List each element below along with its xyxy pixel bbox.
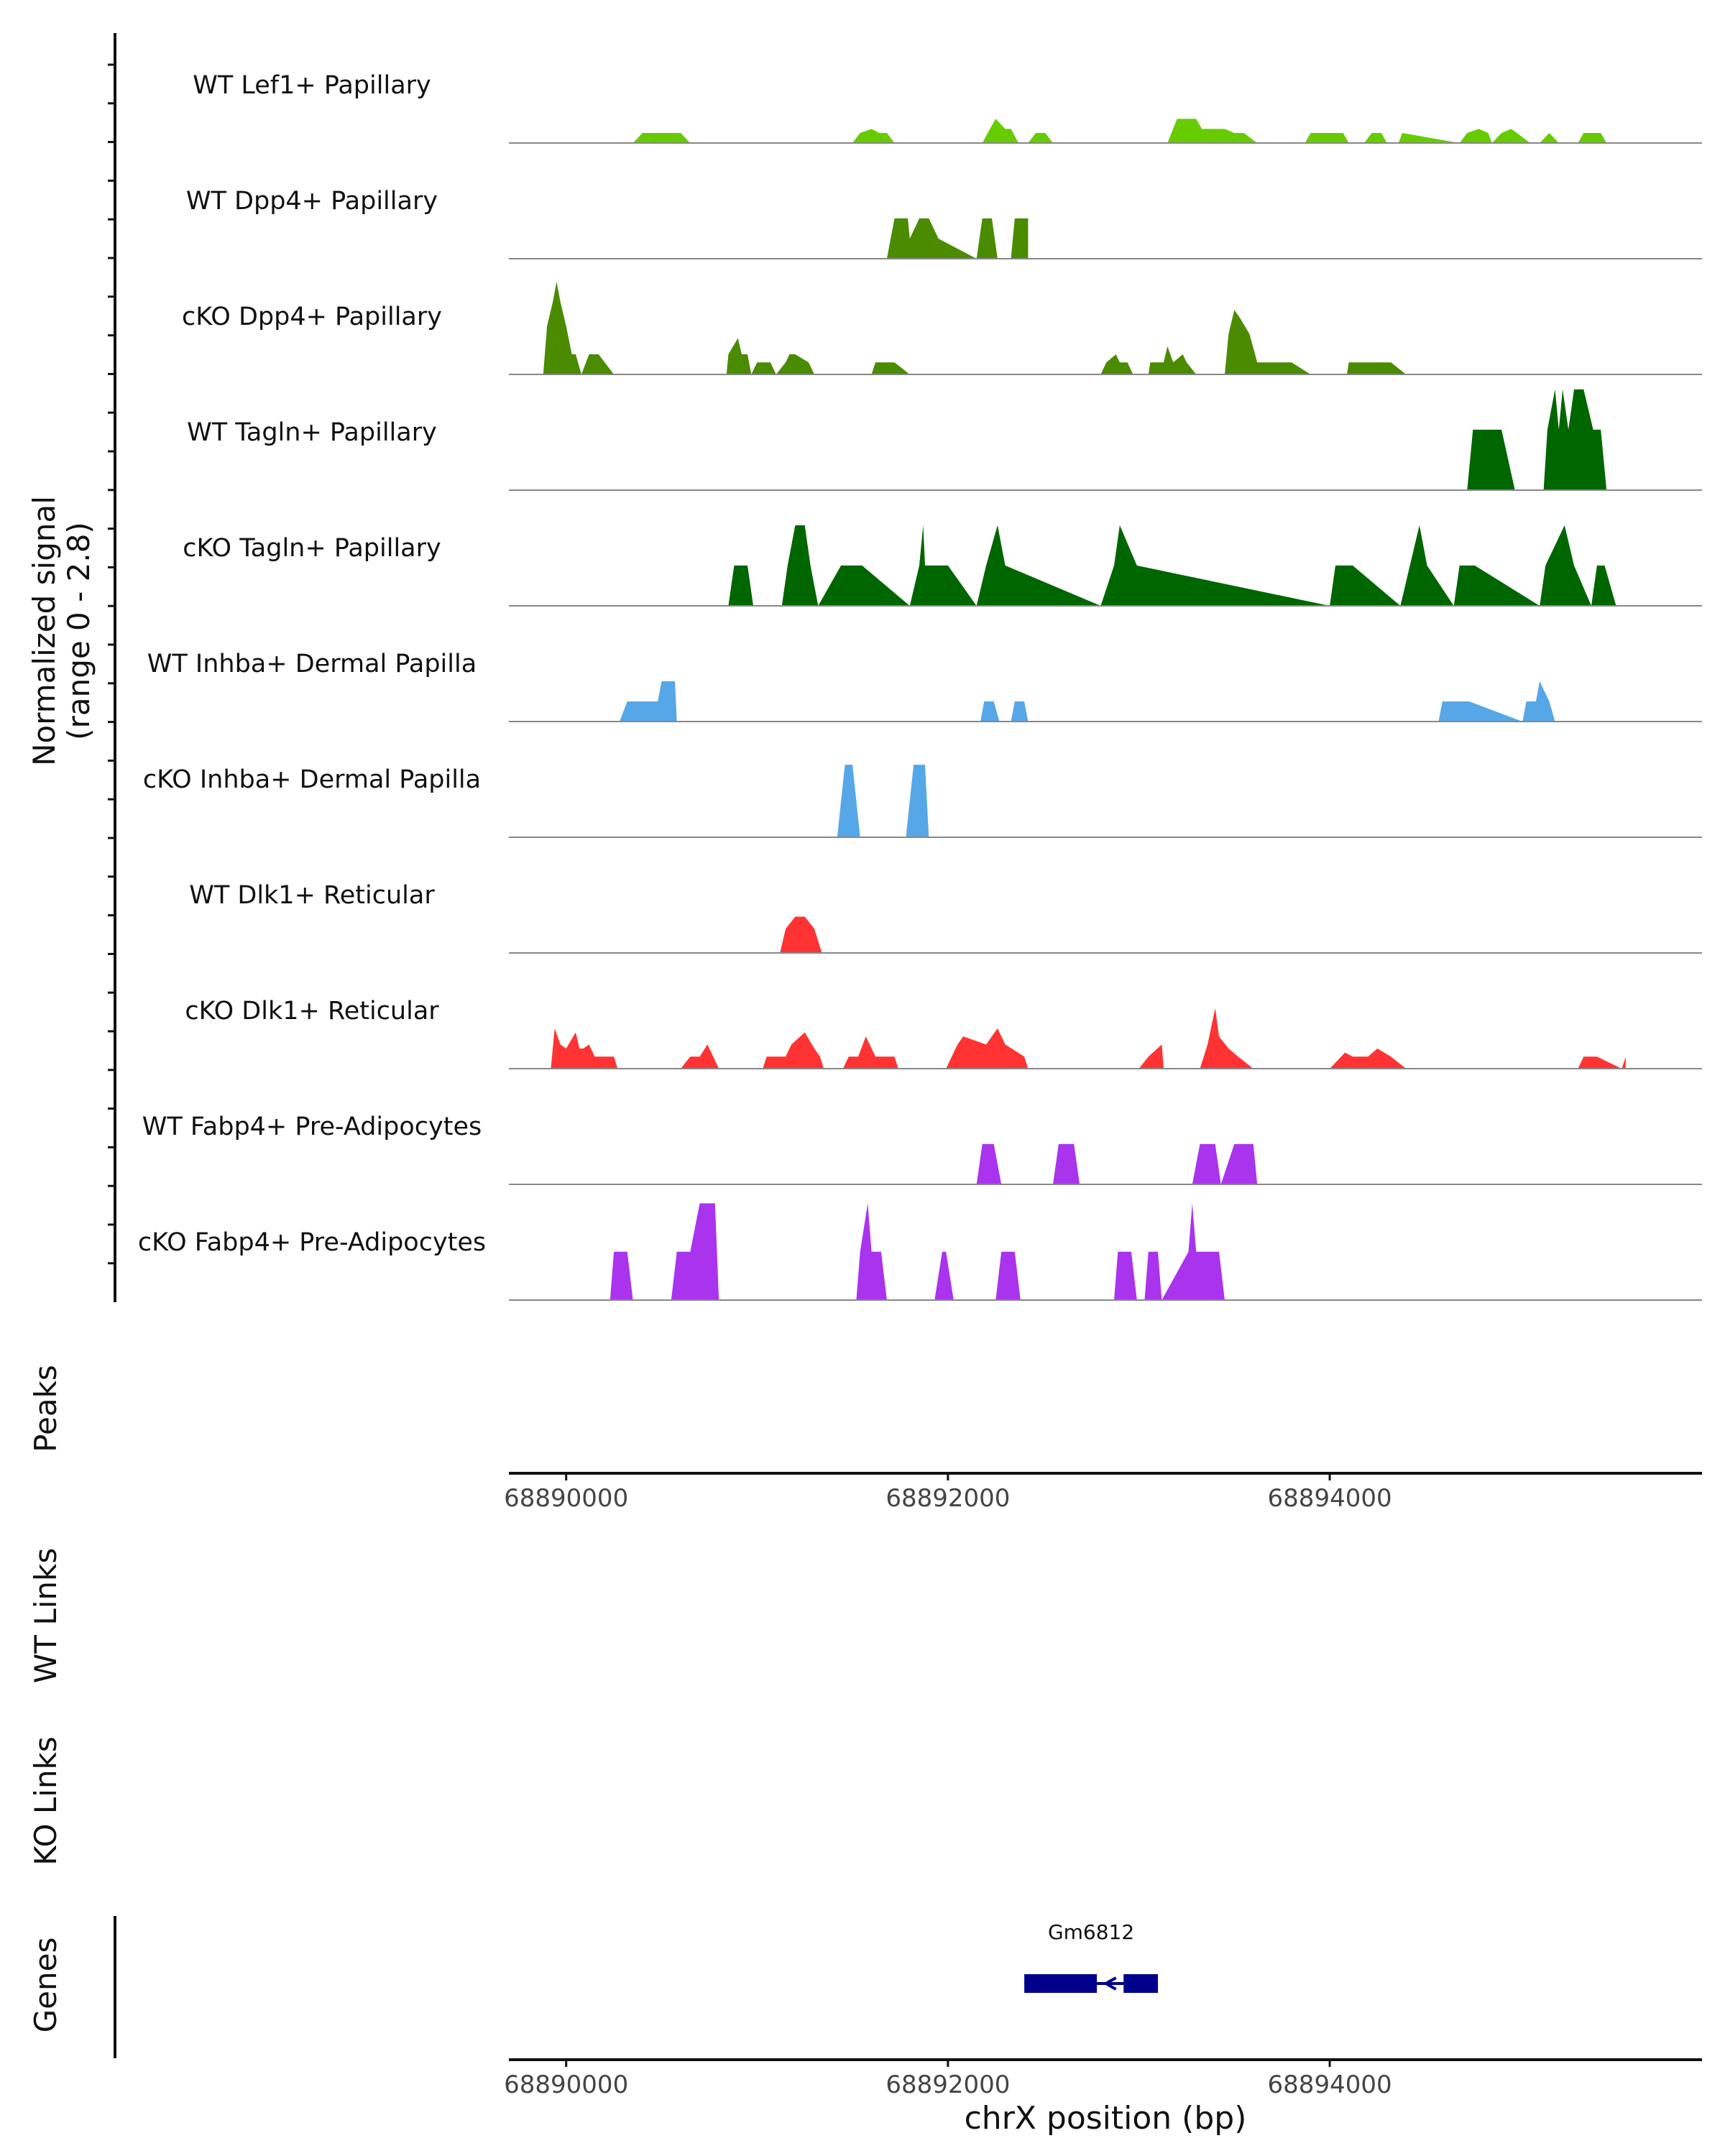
peaks-x-axis-ticks: 68890000 68892000 68894000 <box>504 1473 1392 1513</box>
track-1: WT Dpp4+ Papillary <box>186 187 1702 259</box>
track-label: WT Fabp4+ Pre-Adipocytes <box>142 1112 482 1141</box>
gene-Gm6812: Gm6812 <box>1024 1920 1159 1993</box>
track-3: WT Tagln+ Papillary <box>187 389 1702 491</box>
track-7: WT Dlk1+ Reticular <box>189 881 1702 954</box>
gene-exon <box>1024 1974 1098 1993</box>
track-label: cKO Inhba+ Dermal Papilla <box>143 765 481 794</box>
track-signal-area <box>610 1203 1225 1300</box>
wt-links-label: WT Links <box>28 1548 63 1683</box>
ko-links-label: KO Links <box>28 1736 63 1866</box>
gene-label: Gm6812 <box>1048 1920 1134 1944</box>
x-tick-label: 68894000 <box>1268 2070 1392 2099</box>
track-9: WT Fabp4+ Pre-Adipocytes <box>142 1112 1702 1185</box>
track-label: WT Dpp4+ Papillary <box>186 187 438 216</box>
y-axis-ticks <box>108 63 115 1265</box>
track-4: cKO Tagln+ Papillary <box>183 525 1702 607</box>
track-label: WT Lef1+ Papillary <box>193 71 431 100</box>
track-label: WT Tagln+ Papillary <box>187 418 437 447</box>
track-signal-area <box>1467 389 1607 490</box>
genes-panel: Gm6812 <box>1024 1920 1159 1993</box>
track-signal-area <box>543 282 1407 374</box>
y-axis-label: Normalized signal <box>27 496 62 766</box>
track-10: cKO Fabp4+ Pre-Adipocytes <box>138 1203 1702 1301</box>
track-signal-area <box>632 119 1607 143</box>
x-tick-label: 68894000 <box>1268 1484 1392 1513</box>
gene-strand-arrow-icon <box>1103 1976 1117 1991</box>
track-label: WT Inhba+ Dermal Papilla <box>147 650 477 678</box>
track-2: cKO Dpp4+ Papillary <box>182 282 1702 375</box>
track-signal-area <box>837 765 929 837</box>
track-label: cKO Fabp4+ Pre-Adipocytes <box>138 1228 486 1257</box>
track-8: cKO Dlk1+ Reticular <box>185 997 1702 1069</box>
track-signal-area <box>886 218 1029 259</box>
track-signal-area <box>780 916 822 953</box>
track-label: WT Dlk1+ Reticular <box>189 881 435 910</box>
track-signal-area <box>620 681 1555 722</box>
track-6: cKO Inhba+ Dermal Papilla <box>143 765 1702 838</box>
x-axis-label: chrX position (bp) <box>965 2100 1247 2137</box>
y-axis-title: Normalized signal (range 0 - 2.8) <box>27 496 96 766</box>
track-signal-area <box>551 1008 1626 1069</box>
x-tick-label: 68892000 <box>886 2070 1010 2099</box>
gene-exon <box>1123 1974 1159 1993</box>
y-axis-range-label: (range 0 - 2.8) <box>61 522 96 740</box>
x-tick-label: 68892000 <box>886 1484 1010 1513</box>
track-signal-area <box>976 1143 1258 1184</box>
x-tick-label: 68890000 <box>504 1484 628 1513</box>
peaks-label: Peaks <box>28 1365 63 1452</box>
coverage-tracks: WT Lef1+ Papillary WT Dpp4+ Papillary cKO … <box>138 71 1702 1301</box>
x-tick-label: 68890000 <box>504 2070 628 2099</box>
track-label: cKO Tagln+ Papillary <box>183 534 441 563</box>
track-5: WT Inhba+ Dermal Papilla <box>147 650 1702 722</box>
genes-x-axis-ticks: 68890000 68892000 68894000 <box>504 2060 1392 2099</box>
track-signal-area <box>728 525 1616 606</box>
track-0: WT Lef1+ Papillary <box>193 71 1702 144</box>
track-label: cKO Dpp4+ Papillary <box>182 303 442 331</box>
track-label: cKO Dlk1+ Reticular <box>185 997 439 1026</box>
genes-label: Genes <box>28 1938 63 2033</box>
